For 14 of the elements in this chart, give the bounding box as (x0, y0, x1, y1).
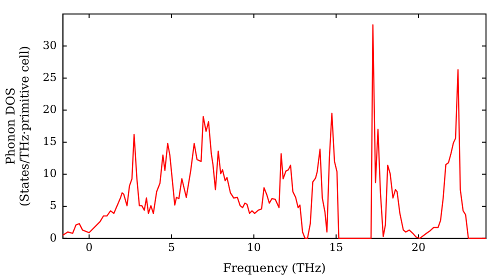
y-tick-label: 15 (42, 135, 57, 148)
x-tick-label: 20 (411, 240, 426, 254)
x-tick-label: 0 (86, 240, 93, 254)
y-axis-title: Phonon DOS (States/THz·primitive cell) (3, 46, 32, 207)
y-tick-label: 5 (50, 199, 57, 212)
y-tick-label: 30 (42, 38, 57, 52)
x-tick-label: 15 (329, 240, 344, 254)
y-tick-label: 20 (42, 103, 57, 116)
x-tick-label: 10 (246, 240, 261, 254)
x-axis-title: Frequency (THz) (222, 260, 326, 275)
y-tick-label: 25 (42, 70, 57, 84)
y-tick-label: 10 (42, 167, 57, 180)
y-tick-label: 0 (50, 231, 57, 244)
x-tick-label: 5 (168, 240, 175, 254)
